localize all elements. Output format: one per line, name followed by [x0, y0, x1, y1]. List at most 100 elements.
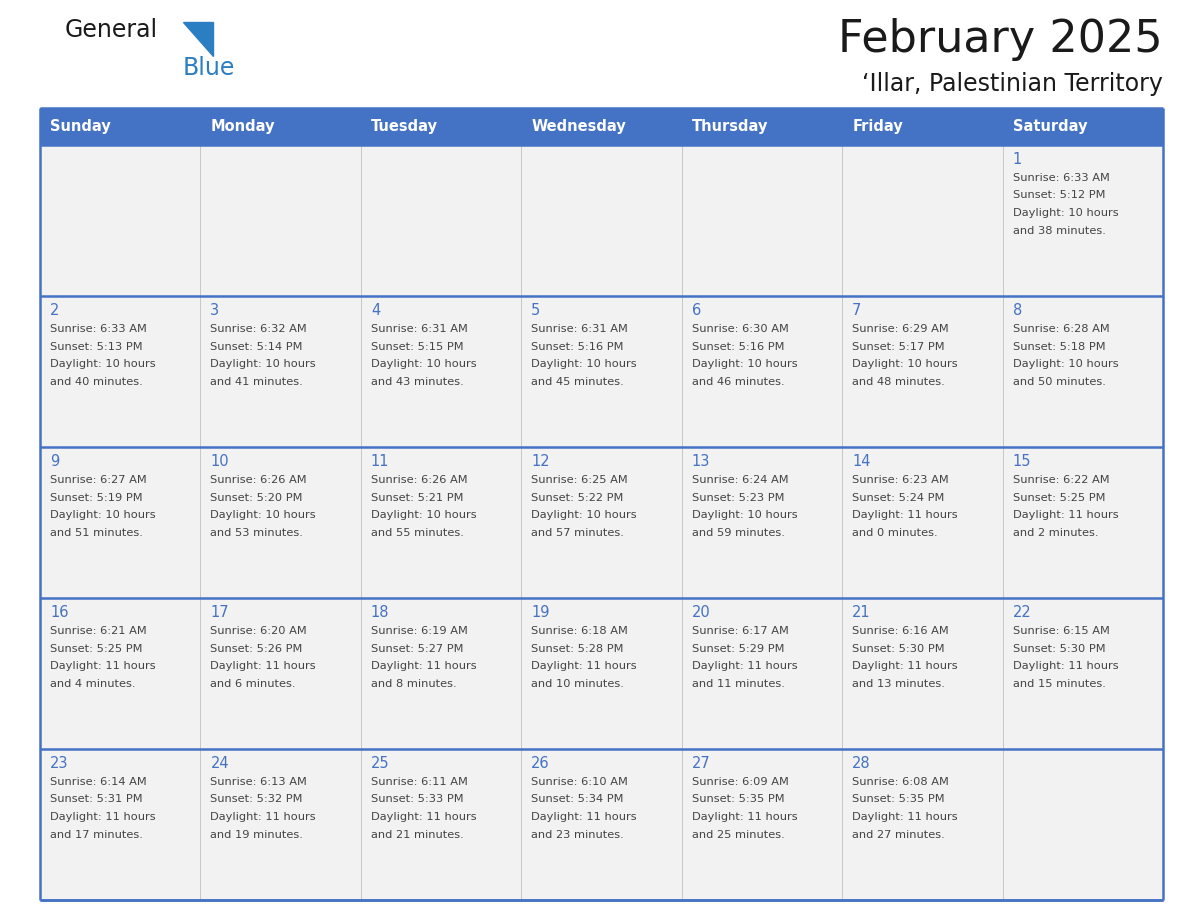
- Text: Daylight: 10 hours: Daylight: 10 hours: [531, 359, 637, 369]
- Text: Sunrise: 6:13 AM: Sunrise: 6:13 AM: [210, 777, 308, 787]
- Text: and 15 minutes.: and 15 minutes.: [1012, 678, 1106, 688]
- Text: Sunrise: 6:16 AM: Sunrise: 6:16 AM: [852, 626, 949, 636]
- Text: 5: 5: [531, 303, 541, 318]
- Text: Sunrise: 6:15 AM: Sunrise: 6:15 AM: [1012, 626, 1110, 636]
- Bar: [361, 598, 522, 749]
- Text: and 17 minutes.: and 17 minutes.: [50, 830, 143, 839]
- Text: Wednesday: Wednesday: [531, 119, 626, 134]
- Bar: [361, 447, 522, 598]
- Text: Sunrise: 6:22 AM: Sunrise: 6:22 AM: [1012, 475, 1110, 485]
- Bar: [201, 296, 361, 447]
- Text: Sunrise: 6:33 AM: Sunrise: 6:33 AM: [50, 324, 147, 334]
- Text: Sunrise: 6:26 AM: Sunrise: 6:26 AM: [210, 475, 307, 485]
- Text: Daylight: 10 hours: Daylight: 10 hours: [531, 510, 637, 520]
- Polygon shape: [183, 22, 213, 56]
- Text: Sunset: 5:19 PM: Sunset: 5:19 PM: [50, 492, 143, 502]
- Text: Sunrise: 6:21 AM: Sunrise: 6:21 AM: [50, 626, 147, 636]
- Text: 3: 3: [210, 303, 220, 318]
- Text: Sunset: 5:23 PM: Sunset: 5:23 PM: [691, 492, 784, 502]
- Text: Daylight: 10 hours: Daylight: 10 hours: [852, 359, 958, 369]
- Text: Sunset: 5:25 PM: Sunset: 5:25 PM: [1012, 492, 1105, 502]
- Text: Daylight: 11 hours: Daylight: 11 hours: [371, 812, 476, 822]
- Text: Sunrise: 6:31 AM: Sunrise: 6:31 AM: [531, 324, 628, 334]
- Text: Sunset: 5:16 PM: Sunset: 5:16 PM: [531, 341, 624, 352]
- Text: Daylight: 10 hours: Daylight: 10 hours: [1012, 359, 1118, 369]
- Text: and 53 minutes.: and 53 minutes.: [210, 528, 303, 538]
- Bar: [40, 598, 201, 749]
- Text: 27: 27: [691, 756, 710, 771]
- Text: 21: 21: [852, 605, 871, 620]
- Text: Sunrise: 6:26 AM: Sunrise: 6:26 AM: [371, 475, 468, 485]
- Text: Thursday: Thursday: [691, 119, 769, 134]
- Bar: [682, 598, 842, 749]
- Text: Daylight: 11 hours: Daylight: 11 hours: [852, 812, 958, 822]
- Text: and 59 minutes.: and 59 minutes.: [691, 528, 784, 538]
- Text: Daylight: 11 hours: Daylight: 11 hours: [50, 812, 156, 822]
- Text: Daylight: 10 hours: Daylight: 10 hours: [691, 359, 797, 369]
- Text: 24: 24: [210, 756, 229, 771]
- Text: Sunset: 5:34 PM: Sunset: 5:34 PM: [531, 794, 624, 804]
- Bar: [40, 749, 201, 900]
- Text: Sunrise: 6:18 AM: Sunrise: 6:18 AM: [531, 626, 628, 636]
- Text: 7: 7: [852, 303, 861, 318]
- Text: Sunrise: 6:30 AM: Sunrise: 6:30 AM: [691, 324, 789, 334]
- Text: and 50 minutes.: and 50 minutes.: [1012, 376, 1106, 386]
- Text: Sunset: 5:24 PM: Sunset: 5:24 PM: [852, 492, 944, 502]
- Bar: [682, 296, 842, 447]
- Text: 11: 11: [371, 454, 390, 469]
- Text: Sunset: 5:15 PM: Sunset: 5:15 PM: [371, 341, 463, 352]
- Text: Daylight: 10 hours: Daylight: 10 hours: [50, 359, 156, 369]
- Text: and 0 minutes.: and 0 minutes.: [852, 528, 937, 538]
- Text: Sunset: 5:18 PM: Sunset: 5:18 PM: [1012, 341, 1105, 352]
- Bar: [842, 296, 1003, 447]
- Text: Daylight: 10 hours: Daylight: 10 hours: [210, 359, 316, 369]
- Text: 2: 2: [50, 303, 59, 318]
- Text: and 13 minutes.: and 13 minutes.: [852, 678, 944, 688]
- Text: Sunrise: 6:33 AM: Sunrise: 6:33 AM: [1012, 173, 1110, 183]
- Text: Daylight: 10 hours: Daylight: 10 hours: [50, 510, 156, 520]
- Text: and 51 minutes.: and 51 minutes.: [50, 528, 143, 538]
- Bar: [522, 145, 682, 296]
- Text: and 19 minutes.: and 19 minutes.: [210, 830, 303, 839]
- Text: Sunset: 5:21 PM: Sunset: 5:21 PM: [371, 492, 463, 502]
- Text: 18: 18: [371, 605, 390, 620]
- Text: Daylight: 11 hours: Daylight: 11 hours: [210, 812, 316, 822]
- Text: Daylight: 10 hours: Daylight: 10 hours: [371, 510, 476, 520]
- Bar: [40, 108, 1163, 145]
- Text: Sunset: 5:33 PM: Sunset: 5:33 PM: [371, 794, 463, 804]
- Text: General: General: [65, 18, 158, 42]
- Text: ‘Illar, Palestinian Territory: ‘Illar, Palestinian Territory: [862, 72, 1163, 96]
- Text: Monday: Monday: [210, 119, 274, 134]
- Text: 8: 8: [1012, 303, 1022, 318]
- Text: Sunrise: 6:31 AM: Sunrise: 6:31 AM: [371, 324, 468, 334]
- Bar: [201, 145, 361, 296]
- Text: Sunset: 5:22 PM: Sunset: 5:22 PM: [531, 492, 624, 502]
- Text: Daylight: 11 hours: Daylight: 11 hours: [852, 661, 958, 671]
- Text: Sunset: 5:25 PM: Sunset: 5:25 PM: [50, 644, 143, 654]
- Text: and 23 minutes.: and 23 minutes.: [531, 830, 624, 839]
- Text: and 10 minutes.: and 10 minutes.: [531, 678, 624, 688]
- Text: Daylight: 10 hours: Daylight: 10 hours: [1012, 208, 1118, 218]
- Text: Daylight: 11 hours: Daylight: 11 hours: [210, 661, 316, 671]
- Text: 15: 15: [1012, 454, 1031, 469]
- Text: 12: 12: [531, 454, 550, 469]
- Text: and 41 minutes.: and 41 minutes.: [210, 376, 303, 386]
- Text: and 11 minutes.: and 11 minutes.: [691, 678, 784, 688]
- Bar: [842, 447, 1003, 598]
- Text: Daylight: 11 hours: Daylight: 11 hours: [691, 812, 797, 822]
- Bar: [522, 447, 682, 598]
- Bar: [1003, 749, 1163, 900]
- Text: and 45 minutes.: and 45 minutes.: [531, 376, 624, 386]
- Bar: [682, 749, 842, 900]
- Text: Sunset: 5:14 PM: Sunset: 5:14 PM: [210, 341, 303, 352]
- Text: February 2025: February 2025: [839, 18, 1163, 61]
- Text: Sunset: 5:16 PM: Sunset: 5:16 PM: [691, 341, 784, 352]
- Text: and 55 minutes.: and 55 minutes.: [371, 528, 463, 538]
- Bar: [522, 296, 682, 447]
- Text: Sunrise: 6:09 AM: Sunrise: 6:09 AM: [691, 777, 789, 787]
- Bar: [361, 749, 522, 900]
- Text: and 8 minutes.: and 8 minutes.: [371, 678, 456, 688]
- Text: Sunset: 5:30 PM: Sunset: 5:30 PM: [852, 644, 944, 654]
- Text: Sunset: 5:35 PM: Sunset: 5:35 PM: [852, 794, 944, 804]
- Text: and 40 minutes.: and 40 minutes.: [50, 376, 143, 386]
